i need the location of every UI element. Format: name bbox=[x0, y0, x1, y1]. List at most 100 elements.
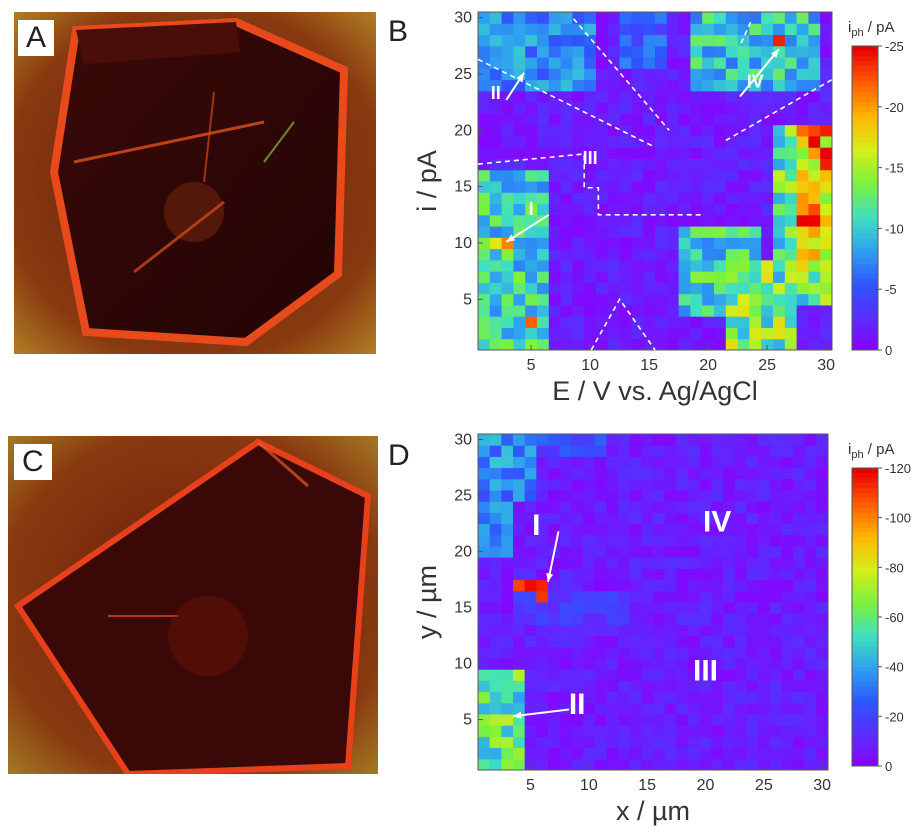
heatmap-cell-d bbox=[653, 512, 666, 525]
heatmap-cell-b bbox=[548, 214, 562, 227]
heatmap-cell-d bbox=[664, 747, 677, 760]
heatmap-cell-b bbox=[607, 68, 621, 81]
heatmap-cell-d bbox=[618, 590, 631, 603]
heatmap-cell-d bbox=[489, 758, 502, 771]
heatmap-cell-b bbox=[643, 203, 656, 216]
heatmap-cell-d bbox=[664, 646, 677, 659]
heatmap-cell-d bbox=[781, 568, 794, 581]
colorbar-segment-d bbox=[852, 756, 878, 762]
heatmap-cell-b bbox=[808, 327, 821, 340]
heatmap-cell-b bbox=[525, 169, 538, 182]
heatmap-cell-b bbox=[631, 282, 644, 295]
heatmap-cell-b bbox=[619, 293, 632, 306]
heatmap-cell-d bbox=[711, 613, 724, 625]
heatmap-cell-d bbox=[734, 714, 747, 726]
heatmap-cell-b bbox=[808, 113, 821, 126]
heatmap-cell-d bbox=[478, 758, 491, 771]
heatmap-cell-b bbox=[525, 226, 538, 238]
heatmap-cell-b bbox=[655, 57, 668, 69]
heatmap-cell-b bbox=[489, 124, 503, 137]
heatmap-cell-d bbox=[688, 758, 701, 771]
heatmap-cell-b bbox=[643, 282, 656, 295]
heatmap-cell-d bbox=[723, 747, 736, 760]
heatmap-cell-d bbox=[501, 478, 514, 491]
heatmap-cell-b bbox=[596, 12, 609, 24]
heatmap-cell-b bbox=[501, 259, 514, 272]
heatmap-cell-b bbox=[525, 282, 538, 295]
heatmap-cell-d bbox=[618, 456, 631, 469]
heatmap-cell-d bbox=[723, 669, 736, 681]
heatmap-cell-d bbox=[583, 714, 596, 726]
heatmap-cell-b bbox=[584, 327, 597, 340]
heatmap-cell-b bbox=[820, 282, 833, 295]
y-tick-label-d: 30 bbox=[454, 432, 472, 449]
heatmap-cell-b bbox=[749, 316, 762, 328]
heatmap-cell-d bbox=[478, 613, 491, 625]
heatmap-cell-b bbox=[478, 226, 491, 238]
heatmap-cell-b bbox=[501, 113, 514, 126]
heatmap-cell-d bbox=[688, 434, 701, 446]
heatmap-cell-b bbox=[525, 259, 538, 272]
heatmap-cell-b bbox=[737, 181, 750, 193]
heatmap-cell-d bbox=[629, 658, 642, 670]
heatmap-cell-b bbox=[596, 248, 609, 261]
heatmap-cell-b bbox=[584, 135, 597, 148]
heatmap-cell-d bbox=[804, 501, 817, 513]
heatmap-cell-b bbox=[489, 304, 503, 317]
heatmap-cell-d bbox=[606, 434, 619, 446]
colorbar-segment-d bbox=[852, 577, 878, 583]
heatmap-cell-d bbox=[664, 445, 677, 457]
heatmap-cell-b bbox=[584, 90, 597, 103]
heatmap-cell-b bbox=[489, 135, 503, 148]
heatmap-cell-b bbox=[596, 147, 609, 159]
heatmap-cell-b bbox=[773, 113, 786, 126]
heatmap-cell-b bbox=[678, 304, 691, 317]
heatmap-cell-d bbox=[559, 602, 572, 614]
heatmap-cell-b bbox=[714, 147, 727, 159]
heatmap-cell-d bbox=[653, 725, 666, 737]
heatmap-cell-b bbox=[548, 259, 562, 272]
heatmap-cell-d bbox=[618, 646, 631, 659]
heatmap-cell-d bbox=[606, 546, 619, 558]
heatmap-cell-b bbox=[643, 79, 656, 92]
heatmap-cell-d bbox=[769, 568, 782, 581]
heatmap-cell-d bbox=[641, 590, 654, 603]
heatmap-cell-d bbox=[676, 445, 689, 457]
heatmap-cell-d bbox=[618, 557, 631, 569]
heatmap-cell-b bbox=[690, 259, 703, 272]
heatmap-cell-d bbox=[513, 736, 526, 749]
heatmap-cell-b bbox=[478, 158, 491, 171]
heatmap-cell-b bbox=[796, 226, 809, 238]
heatmap-cell-d bbox=[769, 624, 782, 637]
heatmap-cell-d bbox=[571, 602, 584, 614]
heatmap-cell-b bbox=[501, 327, 514, 340]
heatmap-cell-d bbox=[758, 758, 771, 771]
heatmap-cell-b bbox=[560, 124, 573, 137]
heatmap-cell-d bbox=[571, 669, 584, 681]
heatmap-cell-d bbox=[711, 691, 724, 704]
heatmap-cell-b bbox=[525, 304, 538, 317]
heatmap-cell-b bbox=[513, 57, 526, 69]
colorbar-segment-d bbox=[852, 701, 878, 707]
heatmap-cell-d bbox=[664, 736, 677, 749]
heatmap-cell-d bbox=[594, 512, 607, 525]
heatmap-cell-b bbox=[619, 327, 632, 340]
heatmap-cell-d bbox=[769, 725, 782, 737]
heatmap-cell-d bbox=[664, 467, 677, 480]
colorbar-segment-d bbox=[852, 761, 878, 767]
heatmap-cell-d bbox=[769, 501, 782, 513]
heatmap-cell-b bbox=[702, 113, 715, 126]
colorbar-segment-d bbox=[852, 522, 878, 529]
colorbar-segment-d bbox=[852, 617, 878, 623]
heatmap-cell-b bbox=[572, 102, 585, 114]
x-tick-label-d: 25 bbox=[755, 777, 773, 794]
heatmap-cell-d bbox=[513, 445, 526, 457]
heatmap-cell-b bbox=[749, 45, 762, 58]
heatmap-cell-d bbox=[781, 736, 794, 749]
heatmap-cell-b bbox=[773, 135, 786, 148]
heatmap-cell-b bbox=[784, 102, 798, 114]
heatmap-cell-d bbox=[653, 523, 666, 536]
colorbar-tick-label-d: -60 bbox=[885, 610, 904, 625]
heatmap-cell-b bbox=[820, 79, 833, 92]
heatmap-cell-d bbox=[606, 714, 619, 726]
